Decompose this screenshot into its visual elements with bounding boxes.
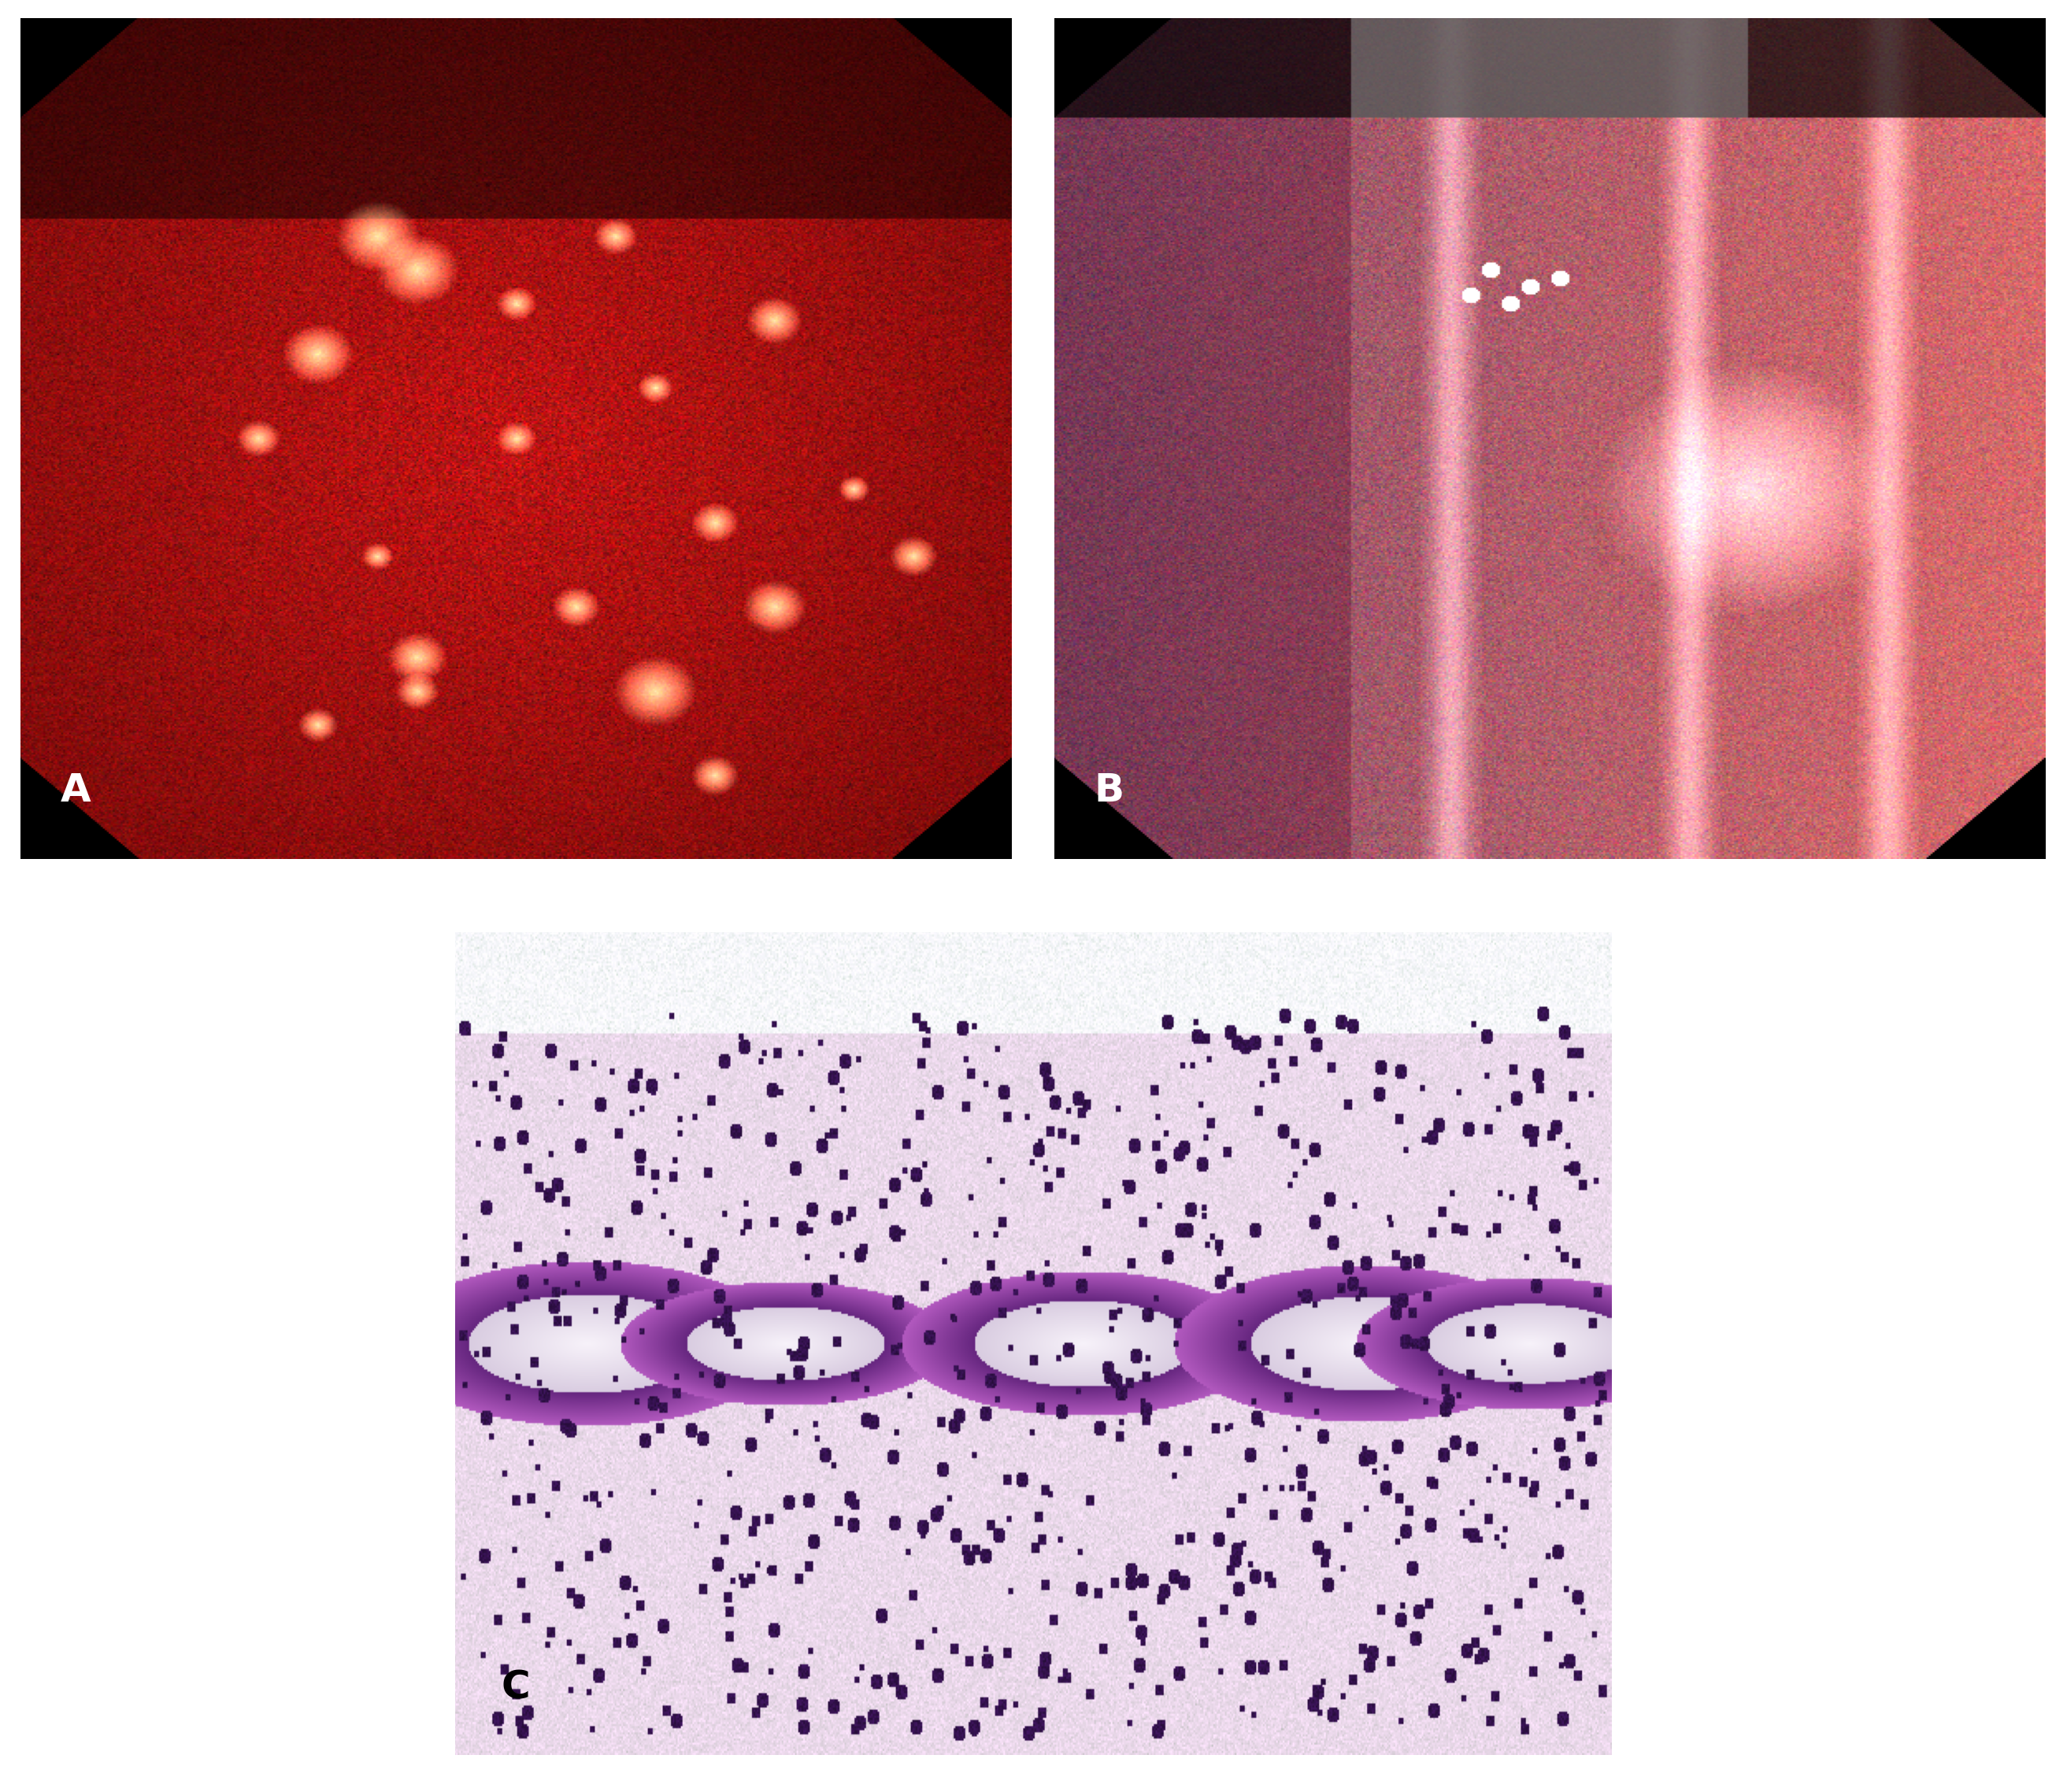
Text: B: B [1093, 772, 1124, 810]
Text: A: A [60, 772, 91, 810]
Text: C: C [500, 1668, 529, 1706]
